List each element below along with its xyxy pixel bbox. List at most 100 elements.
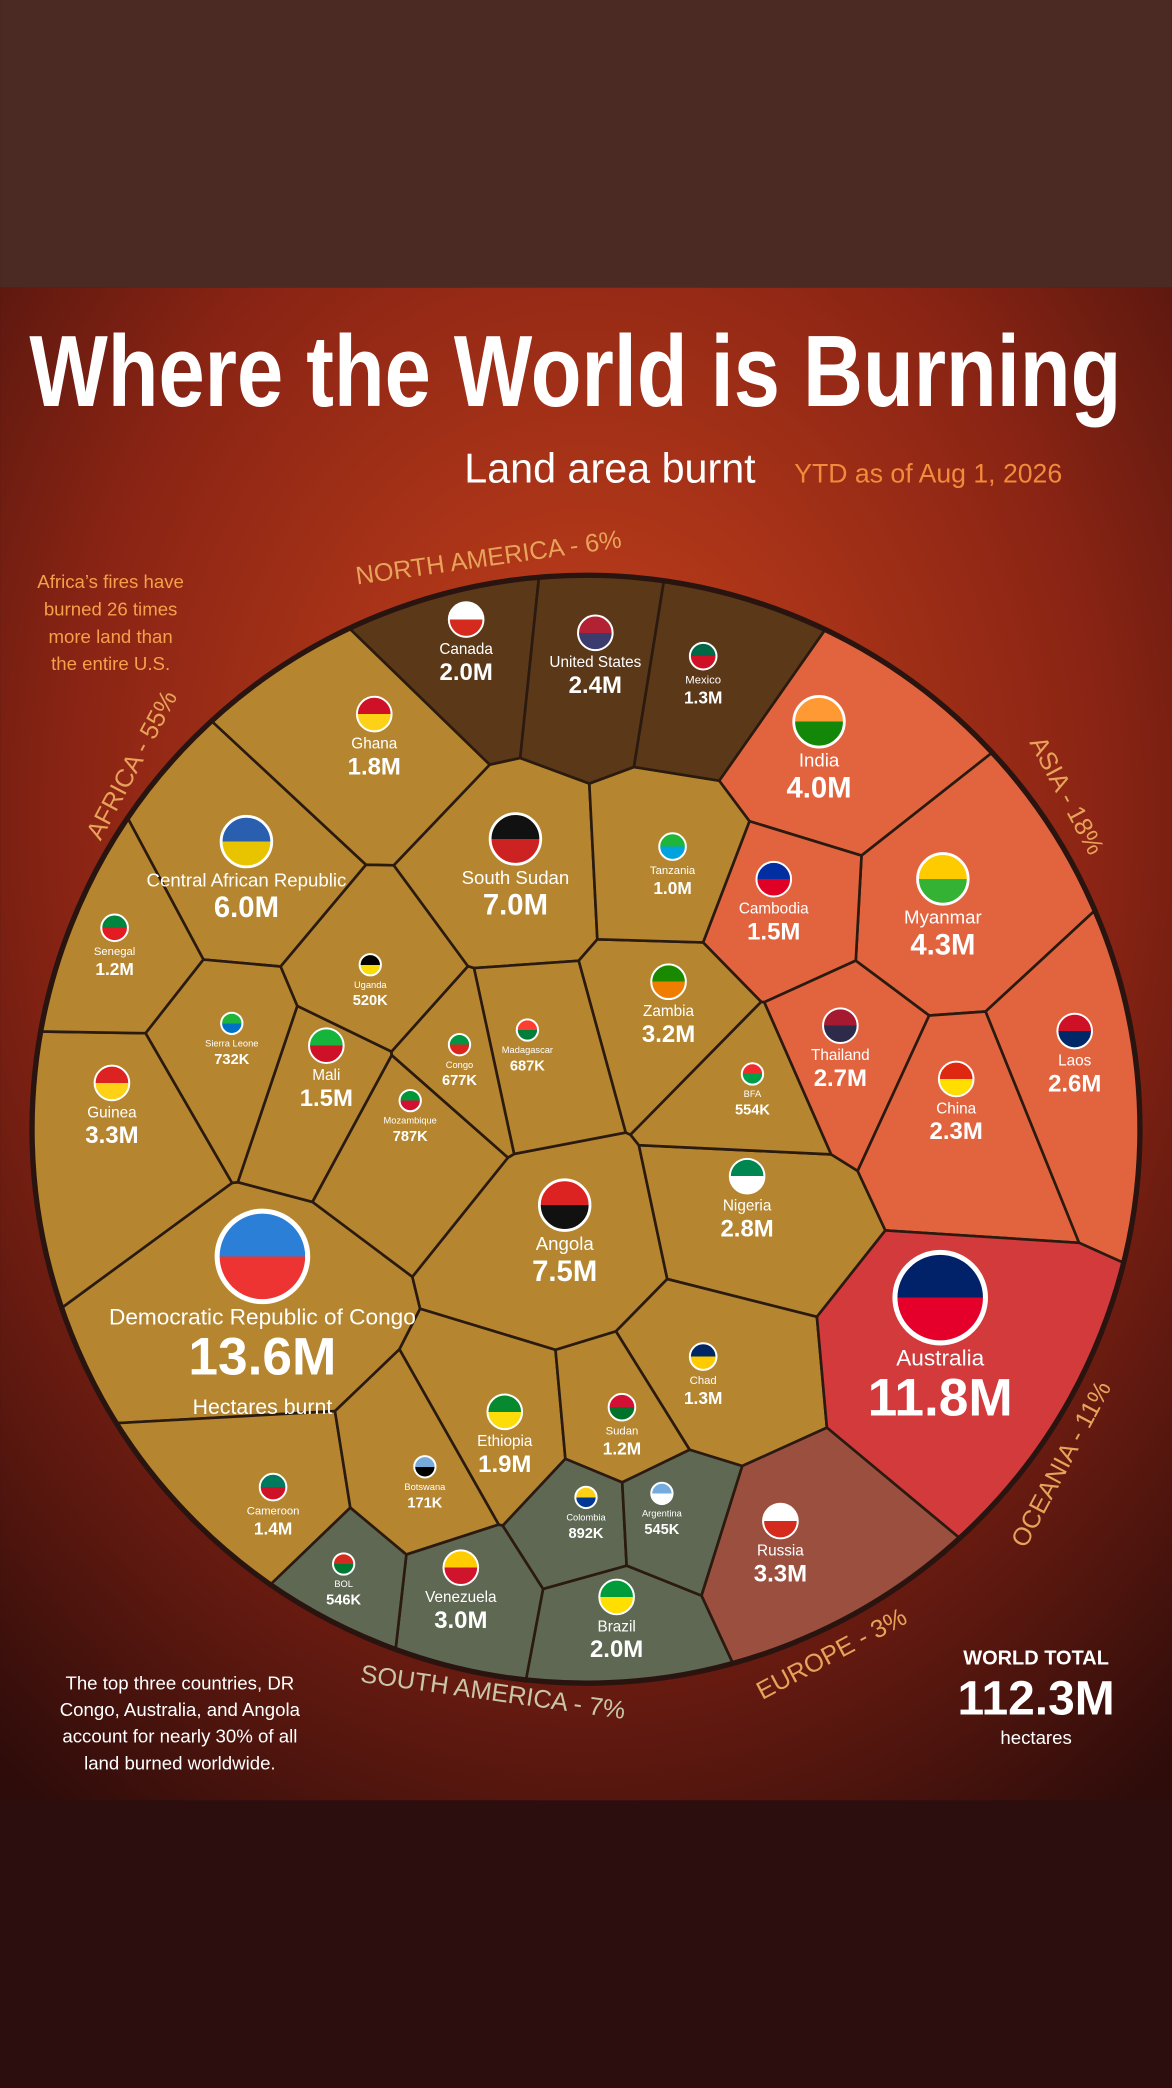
annotation: Congo, Australia, and Angola — [60, 1699, 301, 1720]
date-note: YTD as of Aug 1, 2026 — [794, 458, 1062, 488]
country-name: Mexico — [685, 674, 721, 686]
country-value: 1.3M — [684, 1388, 722, 1408]
annotation: more land than — [48, 626, 172, 647]
country-name: Sierra Leone — [205, 1038, 258, 1048]
country-value: 2.7M — [814, 1065, 867, 1092]
flag — [488, 812, 543, 866]
country-value: 2.0M — [440, 659, 493, 686]
flag — [358, 953, 382, 977]
country-value: 3.3M — [85, 1122, 138, 1149]
country-value: 1.4M — [254, 1518, 292, 1538]
country-cell — [518, 575, 669, 785]
flag — [598, 1578, 635, 1616]
total-label: WORLD TOTAL — [963, 1647, 1109, 1669]
country-name: Chad — [690, 1375, 717, 1387]
flag — [740, 1062, 765, 1086]
annotation: Africa’s fires have — [37, 571, 184, 592]
flag — [93, 1064, 131, 1102]
annotation: The top three countries, DR — [65, 1672, 294, 1693]
country-name: United States — [549, 654, 641, 671]
annotation: land burned worldwide. — [84, 1752, 276, 1773]
annotation: account for nearly 30% of all — [62, 1726, 297, 1747]
country-value: 3.2M — [642, 1021, 695, 1048]
country-value: 3.3M — [754, 1560, 807, 1587]
flag — [688, 641, 718, 671]
flag — [537, 1178, 592, 1232]
country-value: 4.0M — [786, 771, 851, 804]
country-value: 2.0M — [590, 1636, 643, 1663]
country-value: 3.0M — [434, 1607, 487, 1634]
flag — [937, 1060, 975, 1098]
country-name: Uganda — [354, 980, 387, 990]
flag — [650, 963, 687, 1001]
country-name: Cameroon — [247, 1505, 300, 1517]
country-name: Sudan — [606, 1425, 639, 1437]
country-value: 545K — [644, 1522, 679, 1538]
country-value: 892K — [569, 1526, 604, 1542]
flag — [308, 1027, 345, 1064]
country-name: Russia — [757, 1542, 804, 1559]
country-name: Myanmar — [904, 907, 982, 928]
country-value: 1.2M — [603, 1438, 641, 1458]
flag — [447, 1033, 472, 1057]
country-name: China — [936, 1100, 976, 1117]
flag — [755, 860, 793, 898]
country-value: 6.0M — [214, 891, 279, 924]
flag — [413, 1455, 437, 1479]
country-name: BFA — [744, 1089, 762, 1099]
flag — [728, 1157, 766, 1195]
country-name: Thailand — [811, 1047, 870, 1064]
country-name: Ghana — [351, 735, 397, 752]
country-value: 171K — [407, 1495, 442, 1511]
country-name: Ethiopia — [477, 1433, 533, 1450]
country-value: 1.2M — [95, 959, 133, 979]
total-unit: hectares — [1000, 1727, 1071, 1748]
country-value: 2.3M — [930, 1118, 983, 1145]
country-name: Tanzania — [650, 865, 696, 877]
flag — [220, 1011, 244, 1036]
subtitle: Land area burnt — [464, 445, 756, 491]
country-value: 546K — [326, 1592, 361, 1608]
flag — [762, 1502, 799, 1540]
flag — [442, 1549, 480, 1586]
country-name: Senegal — [94, 946, 135, 958]
country-name: Australia — [896, 1346, 984, 1371]
country-value: 1.5M — [300, 1085, 353, 1112]
top-band — [0, 0, 1172, 288]
flag — [822, 1007, 859, 1044]
country-value: 732K — [214, 1052, 249, 1068]
country-name: Laos — [1058, 1052, 1092, 1069]
flag — [355, 695, 393, 733]
outline — [29, 572, 1143, 1686]
flag — [577, 614, 614, 652]
country-value: 1.0M — [653, 878, 691, 898]
flag — [658, 832, 687, 861]
country-name: Mali — [312, 1067, 340, 1084]
flag — [447, 601, 485, 638]
country-value: 687K — [510, 1059, 545, 1075]
flag — [574, 1485, 598, 1510]
country-name: South Sudan — [462, 867, 570, 888]
country-name: Botswana — [404, 1482, 446, 1492]
country-cell — [620, 1448, 744, 1598]
country-name: Argentina — [642, 1509, 683, 1519]
country-name: BOL — [334, 1579, 353, 1589]
country-value: 2.4M — [569, 672, 622, 699]
flag — [515, 1018, 540, 1042]
annotation: the entire U.S. — [51, 653, 170, 674]
bottom-band — [0, 1800, 1172, 2088]
flag — [1056, 1012, 1094, 1050]
flag — [486, 1393, 524, 1431]
flag — [100, 913, 129, 943]
flag — [331, 1552, 356, 1576]
country-name: Central African Republic — [147, 869, 347, 890]
country-name: Cambodia — [739, 901, 809, 918]
country-name: Zambia — [643, 1003, 694, 1020]
country-value: 1.3M — [684, 687, 722, 707]
country-name: Angola — [536, 1233, 595, 1254]
flag — [258, 1472, 288, 1502]
annotation: burned 26 times — [44, 598, 178, 619]
country-name: Colombia — [566, 1513, 606, 1523]
country-name: Congo — [446, 1060, 473, 1070]
